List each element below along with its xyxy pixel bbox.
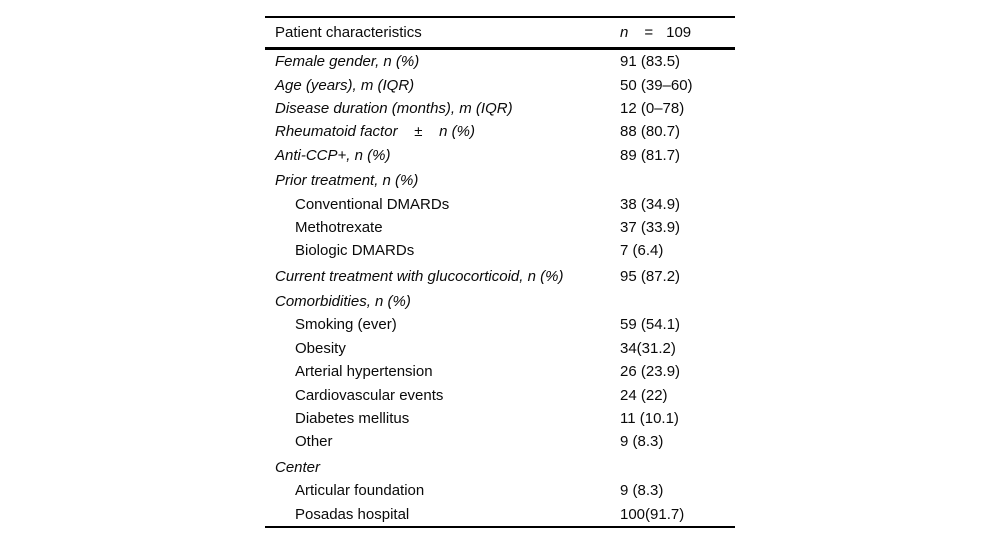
table-row: Female gender, n (%) 91 (83.5) bbox=[265, 50, 735, 73]
row-value: 9 (8.3) bbox=[620, 482, 664, 500]
row-value: 88 (80.7) bbox=[620, 123, 681, 141]
row-label: Arterial hypertension bbox=[295, 363, 433, 381]
table-row: Obesity 34(31.2) bbox=[265, 337, 735, 360]
row-label: Disease duration (months), m (IQR) bbox=[275, 99, 513, 117]
row-value: 24 (22) bbox=[620, 386, 668, 404]
table-row: Other 9 (8.3) bbox=[265, 430, 735, 453]
row-label: Biologic DMARDs bbox=[295, 242, 415, 260]
table-row: Smoking (ever) 59 (54.1) bbox=[265, 313, 735, 336]
header-col-n: n = 109 bbox=[620, 24, 691, 41]
table-body: Female gender, n (%) 91 (83.5) Age (years)… bbox=[265, 50, 735, 526]
table-row: Current treatment with glucocorticoid, n… bbox=[265, 265, 735, 288]
row-value: 89 (81.7) bbox=[620, 146, 681, 164]
header-equals-sign: = bbox=[644, 24, 654, 41]
row-value: 12 (0–78) bbox=[620, 99, 685, 117]
table-row: Diabetes mellitus 11 (10.1) bbox=[265, 407, 735, 430]
row-label: Diabetes mellitus bbox=[295, 410, 410, 428]
row-label: Anti-CCP+, n (%) bbox=[275, 146, 391, 164]
table-row: Comorbidities, n (%) bbox=[265, 290, 735, 313]
row-value: 38 (34.9) bbox=[620, 195, 681, 213]
row-label: Age (years), m (IQR) bbox=[275, 76, 415, 94]
table-row: Anti-CCP+, n (%) 89 (81.7) bbox=[265, 144, 735, 167]
header-col-characteristics: Patient characteristics bbox=[275, 24, 422, 41]
header-n-symbol: n bbox=[620, 24, 629, 41]
row-label: Conventional DMARDs bbox=[295, 195, 450, 213]
table-row: Conventional DMARDs 38 (34.9) bbox=[265, 192, 735, 215]
table-row: Prior treatment, n (%) bbox=[265, 169, 735, 192]
table-row: Age (years), m (IQR) 50 (39–60) bbox=[265, 73, 735, 96]
row-label: Current treatment with glucocorticoid, n… bbox=[275, 267, 564, 285]
row-label: Methotrexate bbox=[295, 218, 383, 236]
row-label: Posadas hospital bbox=[295, 505, 410, 523]
row-value: 50 (39–60) bbox=[620, 76, 693, 94]
table-row: Cardiovascular events 24 (22) bbox=[265, 383, 735, 406]
table-row: Rheumatoid factor ± n (%) 88 (80.7) bbox=[265, 120, 735, 143]
row-value: 26 (23.9) bbox=[620, 363, 681, 381]
header-n-value: 109 bbox=[666, 24, 692, 41]
table-row: Center bbox=[265, 456, 735, 479]
table-row: Biologic DMARDs 7 (6.4) bbox=[265, 239, 735, 262]
row-value: 59 (54.1) bbox=[620, 316, 681, 334]
table-row: Methotrexate 37 (33.9) bbox=[265, 216, 735, 239]
table-row: Arterial hypertension 26 (23.9) bbox=[265, 360, 735, 383]
row-label: Comorbidities, n (%) bbox=[275, 293, 411, 311]
row-value: 11 (10.1) bbox=[620, 410, 679, 428]
row-value: 34(31.2) bbox=[620, 339, 676, 357]
row-value: 9 (8.3) bbox=[620, 433, 664, 451]
row-label: Cardiovascular events bbox=[295, 386, 444, 404]
row-value: 91 (83.5) bbox=[620, 53, 681, 71]
row-value: 100(91.7) bbox=[620, 505, 685, 523]
row-label: Smoking (ever) bbox=[295, 316, 397, 334]
table-row: Posadas hospital 100(91.7) bbox=[265, 502, 735, 525]
row-label: Obesity bbox=[295, 339, 346, 357]
row-label: Center bbox=[275, 458, 321, 476]
table-row: Disease duration (months), m (IQR) 12 (0–… bbox=[265, 97, 735, 120]
row-label: Other bbox=[295, 433, 333, 451]
row-label: Prior treatment, n (%) bbox=[275, 172, 419, 190]
patient-characteristics-table: Patient characteristics n = 109 Female g… bbox=[265, 16, 735, 528]
row-value: 37 (33.9) bbox=[620, 218, 681, 236]
table-header-row: Patient characteristics n = 109 bbox=[265, 18, 735, 50]
row-value: 7 (6.4) bbox=[620, 242, 664, 260]
row-label: Female gender, n (%) bbox=[275, 53, 420, 71]
row-label: Articular foundation bbox=[295, 482, 425, 500]
row-value: 95 (87.2) bbox=[620, 267, 681, 285]
row-label: Rheumatoid factor ± n (%) bbox=[275, 123, 475, 141]
table-row: Articular foundation 9 (8.3) bbox=[265, 479, 735, 502]
